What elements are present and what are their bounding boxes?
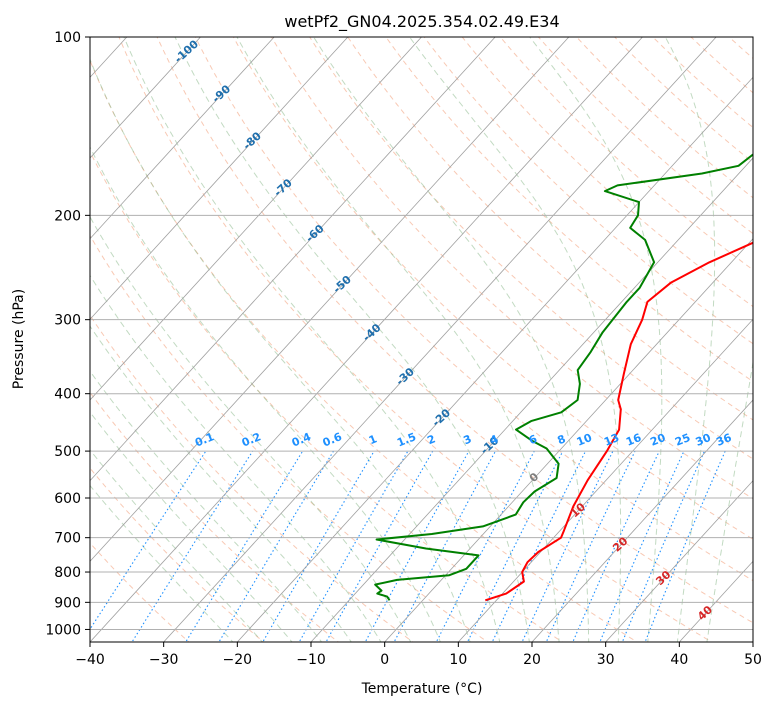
mixing-ratio-label: 30 xyxy=(694,431,713,449)
x-tick-label: 10 xyxy=(449,652,467,668)
y-tick-label: 900 xyxy=(54,595,81,611)
y-tick-label: 600 xyxy=(54,491,81,507)
y-tick-label: 500 xyxy=(54,444,81,460)
isotherm xyxy=(90,37,275,240)
mixing-ratio-label: 13 xyxy=(602,431,621,449)
mixing-ratio-label: 3 xyxy=(462,432,474,447)
mixing-ratio-line xyxy=(435,450,535,642)
x-axis-label: Temperature (°C) xyxy=(361,681,483,697)
isotherm xyxy=(90,37,201,159)
dry-adiabat xyxy=(270,37,753,500)
plot-background xyxy=(90,37,753,642)
isotherm xyxy=(458,318,753,642)
y-tick-label: 700 xyxy=(54,531,81,547)
mixing-ratio-label: 20 xyxy=(648,431,667,449)
isotherm xyxy=(90,37,570,562)
mixing-ratio-label: 25 xyxy=(673,431,692,449)
temperature-profile-line xyxy=(484,241,753,602)
isotherm xyxy=(90,37,349,320)
mixing-ratio-line xyxy=(185,450,304,642)
dewpoint-profile-line xyxy=(374,153,753,601)
dry-adiabat xyxy=(232,37,753,540)
isotherm xyxy=(90,37,496,482)
mixing-ratio-line xyxy=(393,450,496,642)
x-tick-label: −30 xyxy=(149,652,179,668)
mixing-ratio-label: 36 xyxy=(714,431,733,449)
moist-adiabat xyxy=(90,484,234,642)
dry-adiabat xyxy=(423,37,753,345)
y-tick-label: 400 xyxy=(54,387,81,403)
moist-adiabat xyxy=(90,449,264,642)
isotherm xyxy=(384,238,753,642)
x-tick-label: −40 xyxy=(75,652,105,668)
mixing-ratio-line xyxy=(545,450,636,642)
mixing-ratio-label: 10 xyxy=(575,431,594,449)
mixing-ratio-line xyxy=(521,450,614,642)
mixing-ratio-line xyxy=(364,450,470,642)
y-axis-label: Pressure (hPa) xyxy=(11,289,27,389)
moist-adiabat xyxy=(90,145,441,642)
dry-adiabat xyxy=(194,37,753,582)
dry-adiabat xyxy=(347,37,753,421)
x-tick-label: 0 xyxy=(380,652,389,668)
x-tick-label: 30 xyxy=(597,652,615,668)
plot-frame xyxy=(89,36,754,643)
y-tick-label: 300 xyxy=(54,313,81,329)
mixing-ratio-line xyxy=(90,450,207,631)
x-tick-label: 40 xyxy=(670,652,688,668)
isotherm xyxy=(90,37,422,401)
mixing-ratio-line xyxy=(262,450,375,642)
dry-adiabat xyxy=(753,24,775,645)
y-tick-label: 100 xyxy=(54,30,81,46)
mixing-ratio-label: 8 xyxy=(556,432,568,447)
moist-adiabat xyxy=(90,215,412,642)
x-tick-label: 20 xyxy=(523,652,541,668)
x-tick-label: −20 xyxy=(223,652,253,668)
isotherm xyxy=(237,76,753,642)
x-tick-label: 50 xyxy=(744,652,762,668)
mixing-ratio-label: 1 xyxy=(367,432,379,447)
isotherm xyxy=(752,641,753,642)
mixing-ratio-label: 16 xyxy=(624,431,643,449)
mixing-ratio-label: 2 xyxy=(425,432,437,447)
y-tick-label: 1000 xyxy=(45,622,81,638)
y-tick-label: 800 xyxy=(54,565,81,581)
chart-title: wetPf2_GN04.2025.354.02.49.E34 xyxy=(284,12,559,32)
dry-adiabat xyxy=(461,37,753,308)
isotherm xyxy=(605,480,753,642)
mixing-ratio-line xyxy=(644,450,726,642)
isotherm xyxy=(310,157,753,642)
isotherm xyxy=(531,399,753,642)
y-tick-label: 200 xyxy=(54,208,81,224)
isotherm xyxy=(90,37,643,642)
x-tick-label: −10 xyxy=(296,652,326,668)
mixing-ratio-line xyxy=(621,450,706,642)
isotherm xyxy=(163,37,717,642)
